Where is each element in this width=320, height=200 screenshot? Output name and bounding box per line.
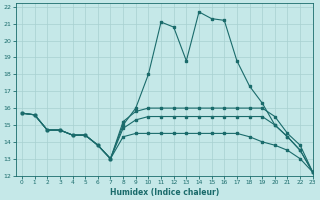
X-axis label: Humidex (Indice chaleur): Humidex (Indice chaleur)	[109, 188, 219, 197]
